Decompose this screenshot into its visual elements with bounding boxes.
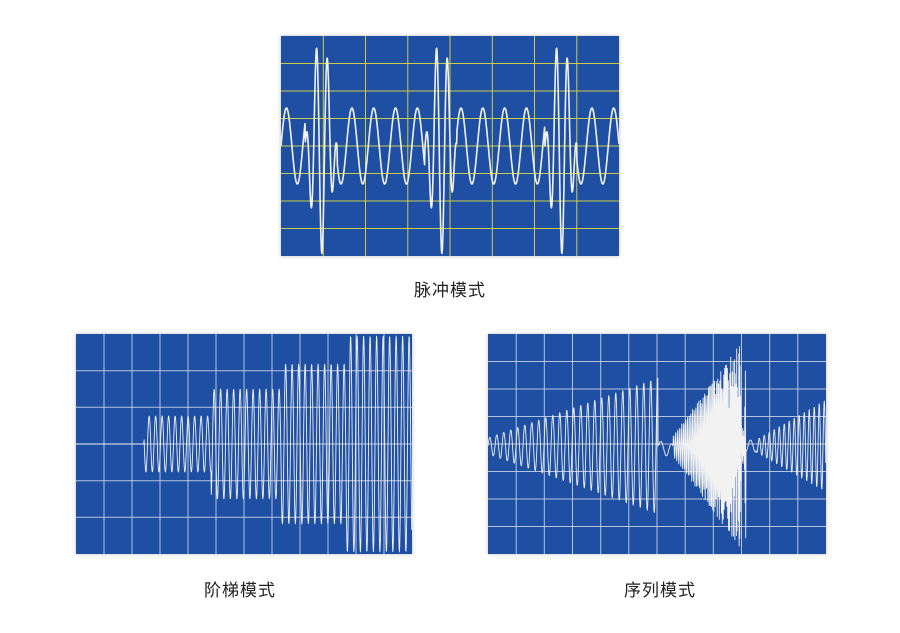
- waveform-trace: [488, 346, 826, 547]
- waveform-trace: [281, 47, 619, 255]
- step-mode-waveform: [76, 334, 412, 554]
- sequence-mode-caption: 序列模式: [624, 581, 696, 601]
- sequence-mode-waveform-panel: [488, 334, 826, 554]
- pulse-mode-waveform: [281, 36, 619, 256]
- pulse-mode-caption: 脉冲模式: [414, 281, 486, 301]
- step-mode-waveform-panel: [76, 334, 412, 554]
- sequence-mode-waveform: [488, 334, 826, 554]
- waveform-trace: [76, 335, 412, 553]
- step-mode-caption: 阶梯模式: [204, 581, 276, 601]
- pulse-mode-waveform-panel: [281, 36, 619, 256]
